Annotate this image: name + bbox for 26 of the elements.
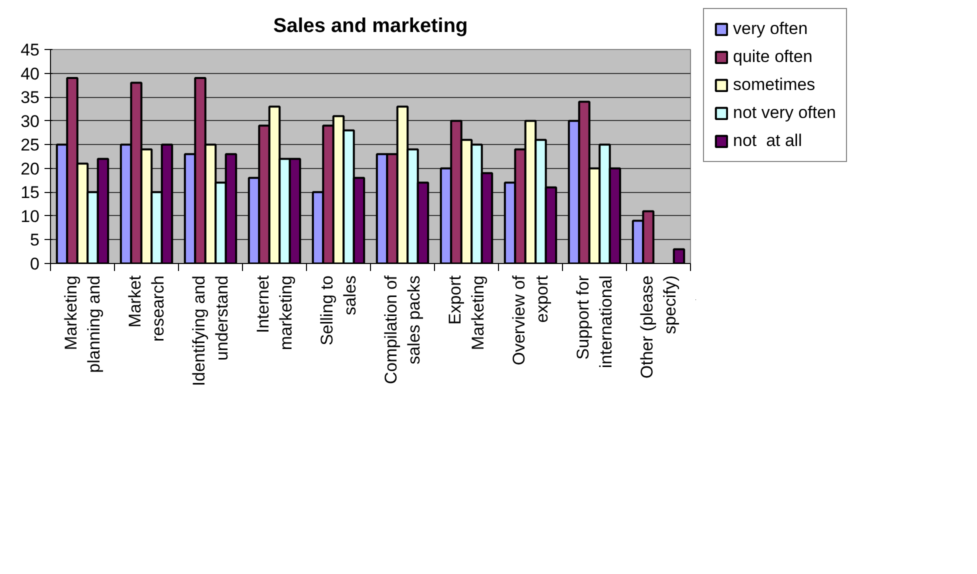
- legend-label: quite often: [733, 47, 812, 67]
- y-tick-label: 30: [20, 112, 40, 131]
- legend-label: sometimes: [733, 75, 816, 95]
- legend-label: not at all: [733, 131, 802, 151]
- legend-label: not very often: [733, 103, 836, 123]
- y-tick-label: 45: [20, 40, 40, 60]
- x-tick-label: Overview of export: [510, 275, 552, 366]
- y-tick-label: 40: [20, 64, 40, 84]
- x-tick-label: Market research: [126, 275, 168, 342]
- x-tick-label: Selling to sales: [318, 275, 360, 346]
- y-tick-label: 25: [20, 136, 40, 155]
- x-tick-label: Other (please specify): [638, 275, 680, 378]
- y-tick-label: 15: [20, 183, 40, 202]
- x-tick-label: Export Marketing: [446, 275, 488, 350]
- y-tick-label: 20: [20, 159, 40, 178]
- legend-label: very often: [733, 19, 808, 39]
- x-tick-label: Internet marketing: [254, 275, 296, 350]
- chart-title: Sales and marketing: [273, 15, 468, 37]
- y-tick-label: 0: [30, 254, 40, 274]
- y-tick-label: 5: [30, 230, 40, 250]
- x-tick-label: Support for international: [574, 275, 616, 368]
- y-tick-label: 10: [20, 206, 40, 226]
- y-tick-label: 35: [20, 88, 40, 108]
- x-tick-label: Identifying and understand: [190, 275, 232, 386]
- x-tick-label: Marketing planning and: [62, 275, 104, 373]
- x-tick-label: Compilation of sales packs: [382, 275, 424, 384]
